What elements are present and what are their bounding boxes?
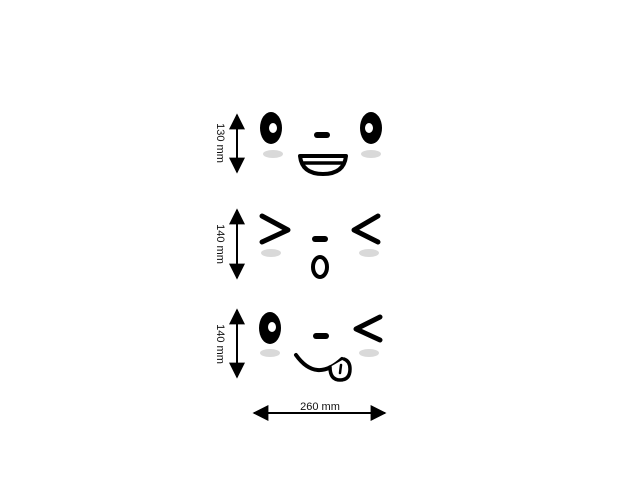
right-blush <box>361 150 381 158</box>
wink-face <box>259 312 383 382</box>
open-smile-mouth-icon <box>298 154 348 176</box>
left-eye-icon <box>260 112 282 144</box>
tongue-line <box>338 363 343 375</box>
right-squint-eye-icon <box>351 213 381 245</box>
o-mouth-icon <box>311 255 329 279</box>
height-dimension-3: 140 mm <box>214 308 245 379</box>
height-dimension-1: 130 mm <box>214 113 245 174</box>
left-blush <box>263 150 283 158</box>
width-label: 260 mm <box>300 401 340 413</box>
nose-icon <box>312 236 328 242</box>
right-eye-icon <box>360 112 382 144</box>
height-label-2: 140 mm <box>214 224 226 264</box>
left-blush <box>261 249 281 257</box>
happy-face <box>260 112 382 176</box>
smile-mouth-icon <box>294 353 344 372</box>
left-blush <box>260 349 280 357</box>
width-dimension: 260 mm <box>252 401 387 421</box>
height-label-3: 140 mm <box>214 324 226 364</box>
height-label-1: 130 mm <box>214 123 226 163</box>
right-blush <box>359 249 379 257</box>
squint-face <box>259 213 381 279</box>
wink-eye-icon <box>353 314 383 343</box>
height-dimension-2: 140 mm <box>214 208 245 280</box>
left-squint-eye-icon <box>259 213 291 245</box>
right-blush <box>359 349 379 357</box>
open-eye-icon <box>259 312 281 344</box>
nose-icon <box>314 132 330 138</box>
nose-icon <box>313 333 329 339</box>
